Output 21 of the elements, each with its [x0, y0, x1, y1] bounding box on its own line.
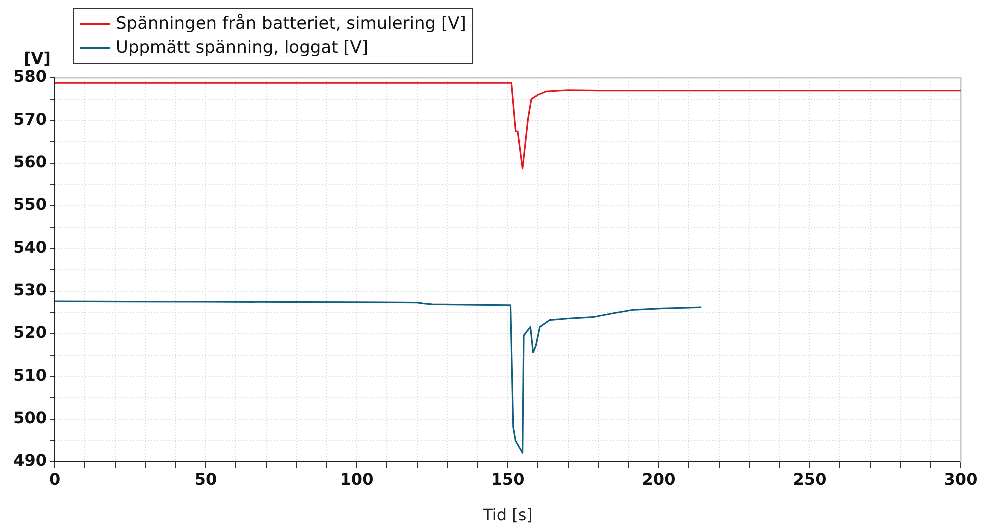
y-tick-label: 540	[14, 238, 47, 257]
x-tick-label: 250	[793, 470, 827, 489]
y-tick-label: 520	[14, 323, 47, 342]
x-tick-label: 200	[642, 470, 676, 489]
y-tick-label: 570	[14, 110, 47, 129]
legend-label: Spänningen från batteriet, simulering [V]	[116, 14, 466, 34]
y-axis-title: [V]	[24, 49, 51, 68]
x-axis-title: Tid [s]	[482, 506, 533, 525]
x-tick-label: 100	[340, 470, 374, 489]
x-tick-label: 300	[944, 470, 978, 489]
y-tick-label: 500	[14, 408, 47, 428]
y-tick-label: 550	[14, 195, 47, 214]
y-tick-label: 510	[14, 366, 47, 385]
y-tick-label: 560	[14, 152, 47, 172]
x-tick-label: 50	[194, 470, 218, 489]
x-tick-label: 0	[49, 470, 61, 489]
x-tick-label: 150	[491, 470, 525, 489]
y-tick-label: 490	[14, 451, 47, 470]
y-tick-label: 580	[14, 67, 47, 86]
y-tick-label: 530	[14, 280, 47, 300]
legend-label: Uppmätt spänning, loggat [V]	[116, 38, 369, 58]
